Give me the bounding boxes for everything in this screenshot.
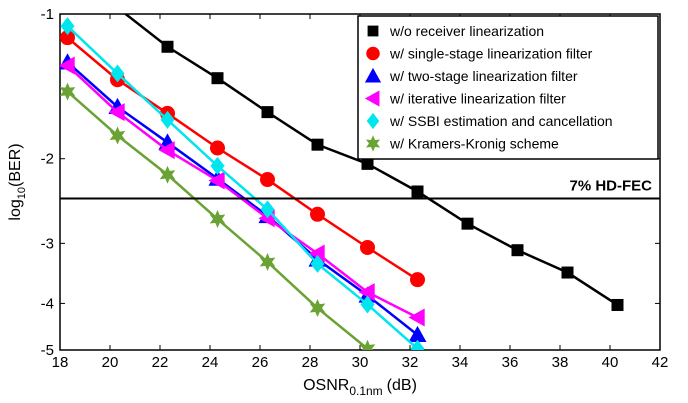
- series-line: [66, 61, 419, 336]
- x-tick-label: 20: [102, 354, 119, 371]
- data-point: [309, 299, 326, 318]
- legend-marker: [364, 67, 382, 83]
- data-point: [60, 82, 76, 101]
- hd-fec-threshold-label: 7% HD-FEC: [569, 178, 652, 195]
- x-tick-label: 22: [152, 354, 169, 371]
- data-point: [60, 17, 75, 36]
- data-point: [311, 138, 324, 151]
- x-tick-label: 24: [202, 354, 219, 371]
- legend-marker: [365, 135, 381, 152]
- data-point: [308, 244, 325, 263]
- legend-label: w/ SSBI estimation and cancellation: [389, 113, 613, 129]
- y-tick-label: -2: [41, 151, 54, 168]
- series-6: [60, 82, 376, 350]
- x-tick-label: 32: [402, 354, 419, 371]
- legend-marker: [366, 112, 380, 130]
- data-point: [261, 106, 274, 119]
- y-axis-label-main: log: [7, 199, 24, 220]
- data-point: [561, 266, 574, 279]
- legend-label: w/o receiver linearization: [389, 23, 544, 39]
- data-point: [410, 272, 425, 288]
- x-axis-label-main: OSNR: [303, 377, 349, 394]
- legend-label: w/ iterative linearization filter: [389, 91, 566, 107]
- data-point: [160, 110, 175, 129]
- data-point: [159, 165, 176, 184]
- legend-item: w/o receiver linearization: [367, 23, 544, 39]
- data-point: [210, 140, 225, 156]
- data-point: [110, 64, 125, 83]
- x-tick-label: 28: [302, 354, 319, 371]
- data-point: [611, 298, 624, 311]
- data-point: [260, 200, 275, 219]
- data-point: [408, 308, 425, 327]
- data-point: [211, 72, 224, 85]
- x-tick-label: 38: [552, 354, 569, 371]
- legend-item: w/ SSBI estimation and cancellation: [366, 112, 613, 130]
- x-tick-label: 26: [252, 354, 269, 371]
- x-axis-label-unit: (dB): [387, 377, 417, 394]
- data-point: [461, 217, 474, 230]
- data-point: [359, 339, 376, 350]
- data-point: [60, 56, 75, 75]
- data-point: [310, 254, 325, 273]
- chart-marks: [60, 2, 624, 350]
- series-5: [60, 17, 425, 350]
- data-point: [411, 185, 424, 198]
- y-axis-label-sub: 10: [16, 187, 28, 199]
- data-point: [410, 339, 425, 350]
- series-line: [123, 14, 619, 307]
- x-axis-label-sub: 0.1nm: [349, 384, 382, 398]
- data-point: [161, 40, 174, 53]
- data-point: [360, 239, 375, 255]
- data-point: [109, 126, 126, 145]
- x-tick-label: 30: [352, 354, 369, 371]
- x-tick-label: 36: [502, 354, 519, 371]
- series-line: [66, 25, 419, 350]
- data-point: [360, 295, 375, 314]
- x-tick-label: 18: [52, 354, 69, 371]
- legend-item: w/ two-stage linearization filter: [364, 67, 578, 84]
- legend-box: [357, 15, 659, 160]
- legend-label: w/ two-stage linearization filter: [389, 68, 578, 84]
- data-point: [408, 325, 427, 343]
- data-point: [511, 244, 524, 257]
- data-point: [358, 283, 375, 302]
- threshold-layer: 7% HD-FEC: [60, 178, 660, 200]
- y-tick-label: -5: [41, 342, 54, 359]
- x-axis-label: OSNR0.1nm (dB): [303, 377, 417, 398]
- data-point: [260, 172, 275, 188]
- data-point: [60, 30, 75, 46]
- legend-label: w/ single-stage linearization filter: [389, 46, 593, 62]
- x-tick-label: 42: [652, 354, 669, 371]
- data-point: [108, 103, 125, 122]
- x-axis-ticks: 18 20 22 24 26 28 30 32 34 36 38 40 42: [52, 14, 669, 371]
- legend-label: w/ Kramers-Kronig scheme: [389, 136, 559, 152]
- y-axis-label: log10(BER): [7, 143, 28, 220]
- data-point: [259, 252, 276, 271]
- legend-marker: [364, 90, 380, 107]
- legend-item: w/ Kramers-Kronig scheme: [365, 135, 559, 152]
- data-point: [310, 206, 325, 222]
- legend-item: w/ single-stage linearization filter: [366, 46, 593, 62]
- x-tick-label: 34: [452, 354, 469, 371]
- data-point: [112, 2, 124, 14]
- legend: w/o receiver linearization w/ single-stag…: [357, 15, 659, 160]
- y-tick-label: -3: [41, 235, 54, 252]
- y-tick-label: -1: [41, 6, 54, 23]
- series-1: [112, 2, 624, 311]
- data-point: [209, 210, 226, 229]
- legend-marker: [367, 25, 379, 37]
- data-point: [208, 171, 225, 190]
- legend-item: w/ iterative linearization filter: [364, 90, 566, 107]
- x-tick-label: 40: [602, 354, 619, 371]
- data-point: [210, 156, 225, 175]
- data-point: [361, 157, 374, 170]
- y-axis-label-rest: (BER): [7, 143, 24, 187]
- legend-marker: [366, 46, 380, 61]
- data-point: [158, 141, 175, 160]
- series-line: [66, 36, 419, 281]
- y-tick-label: -4: [41, 295, 54, 312]
